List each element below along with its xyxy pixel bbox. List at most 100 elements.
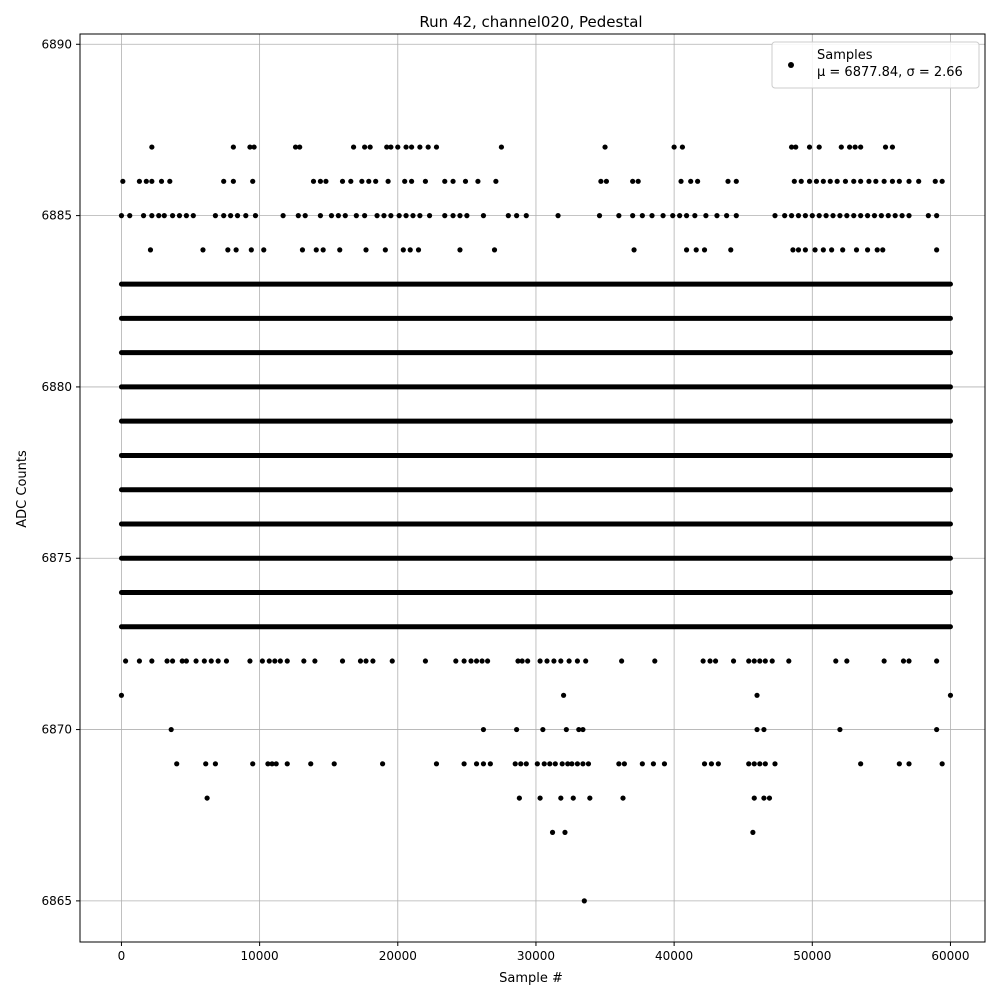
data-point: [751, 658, 757, 664]
data-point: [580, 726, 586, 733]
data-point: [925, 213, 931, 219]
data-point: [140, 213, 147, 219]
y-axis-label: ADC Counts: [15, 450, 30, 528]
data-point: [802, 213, 808, 219]
data-point: [552, 761, 558, 767]
data-point: [761, 795, 767, 801]
data-point: [359, 178, 365, 184]
data-point: [234, 213, 241, 219]
data-point: [221, 178, 227, 184]
data-point: [462, 178, 469, 184]
data-point: [212, 761, 219, 767]
data-point: [844, 658, 850, 664]
data-point: [837, 213, 843, 219]
data-point: [534, 761, 540, 767]
data-point: [844, 213, 850, 219]
data-point: [540, 726, 546, 733]
data-point: [516, 795, 522, 801]
data-point: [840, 247, 846, 253]
data-point: [403, 213, 409, 219]
data-point: [473, 761, 480, 767]
data-point: [247, 144, 253, 150]
data-point: [791, 178, 797, 184]
data-point: [934, 247, 940, 253]
data-point: [547, 761, 553, 767]
data-point: [661, 761, 668, 767]
data-point: [212, 213, 219, 219]
x-tick-label: 20000: [379, 949, 417, 963]
data-point: [273, 761, 279, 767]
data-point: [559, 761, 565, 767]
data-point: [816, 144, 822, 150]
data-point: [243, 213, 249, 219]
data-point: [900, 658, 907, 664]
data-point: [889, 178, 896, 184]
x-tick-label: 40000: [655, 949, 693, 963]
data-point: [761, 726, 767, 733]
data-point: [635, 178, 641, 184]
data-point: [878, 213, 884, 219]
data-point: [820, 247, 826, 253]
data-point: [881, 178, 887, 184]
data-point: [544, 658, 550, 664]
data-points: [118, 144, 954, 904]
data-point: [701, 247, 708, 253]
data-point: [829, 247, 835, 253]
data-point: [442, 178, 448, 184]
data-point: [746, 761, 752, 767]
data-point: [580, 761, 586, 767]
data-point: [161, 213, 167, 219]
data-point: [616, 761, 622, 767]
data-point: [363, 247, 369, 253]
data-point: [122, 658, 129, 664]
data-point: [251, 144, 257, 150]
data-point: [484, 658, 491, 664]
data-point: [370, 658, 376, 664]
data-point: [357, 658, 364, 664]
data-point: [712, 658, 719, 664]
data-point: [757, 658, 763, 664]
data-point: [519, 658, 525, 664]
data-point: [650, 761, 656, 767]
data-point: [757, 761, 763, 767]
data-point: [395, 144, 401, 150]
data-point: [708, 761, 715, 767]
data-point: [806, 178, 813, 184]
y-tick-label: 6890: [41, 37, 72, 51]
data-point: [169, 213, 176, 219]
data-point: [889, 144, 896, 150]
data-point: [683, 247, 690, 253]
data-point: [598, 178, 604, 184]
data-point: [560, 692, 567, 698]
data-point: [639, 213, 645, 219]
data-point: [382, 247, 388, 253]
data-point: [167, 178, 173, 184]
data-point: [204, 795, 210, 801]
data-point: [851, 213, 857, 219]
data-point: [864, 247, 871, 253]
data-point: [265, 761, 271, 767]
data-point: [806, 144, 813, 150]
x-tick-label: 30000: [517, 949, 555, 963]
data-point: [362, 144, 368, 150]
data-point: [795, 247, 802, 253]
data-point: [403, 144, 409, 150]
data-point: [388, 144, 394, 150]
data-point: [551, 658, 557, 664]
data-point: [400, 247, 406, 253]
data-point: [480, 761, 487, 767]
data-point: [728, 247, 734, 253]
data-point: [558, 795, 564, 801]
data-point: [754, 726, 760, 733]
data-point: [348, 178, 354, 184]
data-point: [834, 178, 840, 184]
data-point: [127, 213, 133, 219]
y-tick-label: 6865: [41, 894, 72, 908]
data-point: [233, 247, 239, 253]
data-point: [833, 658, 839, 664]
data-point: [769, 658, 775, 664]
data-point: [505, 213, 511, 219]
data-point: [221, 213, 227, 219]
data-point: [782, 213, 788, 219]
